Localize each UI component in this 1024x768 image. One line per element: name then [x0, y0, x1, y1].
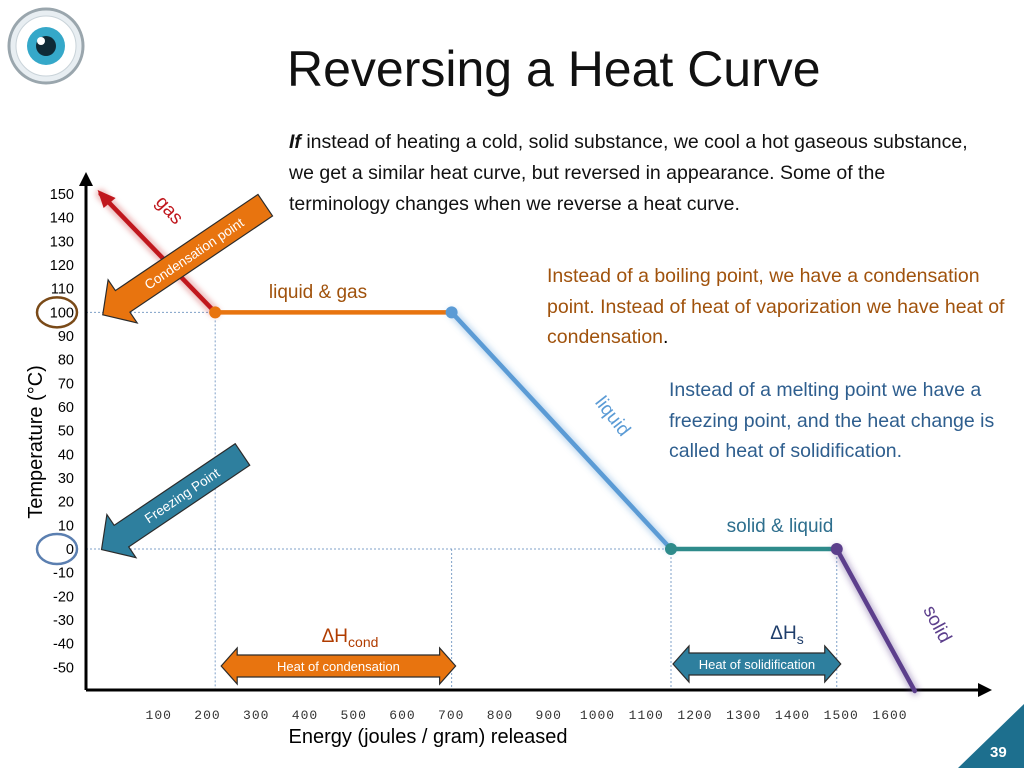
x-tick-label: 200: [194, 708, 220, 723]
transition-point: [445, 306, 458, 319]
eye-icon: [7, 7, 85, 85]
x-axis-title: Energy (joules / gram) released: [288, 726, 567, 748]
y-tick-label: 80: [58, 353, 74, 369]
condensation-note: Instead of a boiling point, we have a co…: [547, 261, 1017, 353]
series-line: [98, 191, 218, 315]
tick-highlight-oval: [35, 532, 79, 566]
y-tick-label: -10: [53, 566, 74, 582]
x-tick-label: 800: [487, 708, 513, 723]
y-tick-label: 90: [58, 329, 74, 345]
heat-of-solidification-arrow-shape: [672, 644, 842, 684]
y-axis-arrowhead: [79, 172, 93, 186]
x-tick-label: 700: [438, 708, 464, 723]
x-tick-label: 500: [341, 708, 367, 723]
intro-lead: If: [289, 131, 301, 153]
delta-h-s-label-subscript: s: [797, 631, 804, 647]
x-tick-label: 1100: [629, 708, 664, 723]
y-tick-label: 60: [58, 400, 74, 416]
x-tick-label: 300: [243, 708, 269, 723]
x-tick-label: 1600: [872, 708, 907, 723]
transition-point: [830, 543, 843, 555]
y-tick-label: 120: [50, 258, 74, 274]
x-tick-label: 1300: [726, 708, 761, 723]
y-axis-title: Temperature (°C): [25, 365, 47, 519]
y-tick-label: 150: [50, 187, 74, 203]
series-line: [449, 310, 674, 552]
series-line: [834, 546, 917, 694]
heat-of-condensation-arrow: Heat of condensation: [220, 646, 457, 686]
page-corner-shape: [958, 704, 1024, 768]
x-tick-label: 1200: [677, 708, 712, 723]
intro-paragraph: If instead of heating a cold, solid subs…: [289, 127, 979, 220]
y-tick-label: -20: [53, 589, 74, 605]
y-tick-label: 110: [51, 282, 74, 298]
page-number: 39: [990, 744, 1007, 761]
y-tick-label: 70: [58, 376, 74, 392]
intro-text: instead of heating a cold, solid substan…: [289, 131, 968, 215]
delta-h-s-label-symbol: ΔH: [770, 623, 796, 644]
y-tick-label: -40: [53, 637, 74, 653]
delta-h-s-label: ΔHs: [770, 623, 803, 647]
y-tick-label: 40: [58, 447, 74, 463]
y-tick-label: 0: [66, 542, 74, 558]
condensation-note-period: .: [663, 326, 669, 348]
y-tick-label: 10: [58, 518, 74, 534]
x-tick-label: 400: [292, 708, 318, 723]
series-label-liquid-gas: liquid & gas: [269, 282, 367, 303]
freezing-point-arrow-shape: [100, 442, 251, 559]
transition-point: [665, 543, 677, 555]
heat-of-condensation-arrow-label: Heat of condensation: [277, 659, 400, 674]
x-tick-label: 1500: [824, 708, 859, 723]
x-tick-label: 900: [536, 708, 562, 723]
delta-h-cond-label-symbol: ΔH: [322, 626, 348, 647]
x-axis-arrowhead: [978, 683, 992, 697]
x-tick-label: 1400: [775, 708, 810, 723]
heat-of-solidification-arrow: Heat of solidification: [672, 644, 842, 684]
transition-point: [209, 306, 222, 319]
y-tick-label: -30: [53, 613, 74, 629]
heat-of-solidification-arrow-label: Heat of solidification: [699, 657, 815, 672]
y-tick-label: 130: [50, 234, 74, 250]
delta-h-cond-label-subscript: cond: [348, 634, 378, 650]
freezing-note: Instead of a melting point we have a fre…: [669, 379, 995, 462]
y-tick-label: 50: [58, 424, 74, 440]
y-tick-label: 20: [58, 495, 74, 511]
x-tick-label: 600: [389, 708, 415, 723]
page-title: Reversing a Heat Curve: [287, 41, 821, 97]
x-tick-label: 100: [146, 708, 172, 723]
gas-arrowhead: [97, 189, 116, 208]
y-tick-label: 140: [50, 211, 74, 227]
heat-of-condensation-arrow-shape: [220, 646, 457, 686]
series-label-solid-liquid: solid & liquid: [727, 516, 834, 537]
tick-highlight-oval: [35, 296, 79, 329]
condensation-note-text: Instead of a boiling point, we have a co…: [547, 265, 1005, 348]
y-tick-label: -50: [53, 660, 74, 676]
delta-h-cond-label: ΔHcond: [322, 626, 379, 650]
condensation-point-arrow-shape: [102, 193, 274, 324]
y-tick-label: 30: [58, 471, 74, 487]
x-tick-label: 1000: [580, 708, 615, 723]
y-tick-label: 100: [50, 305, 74, 321]
